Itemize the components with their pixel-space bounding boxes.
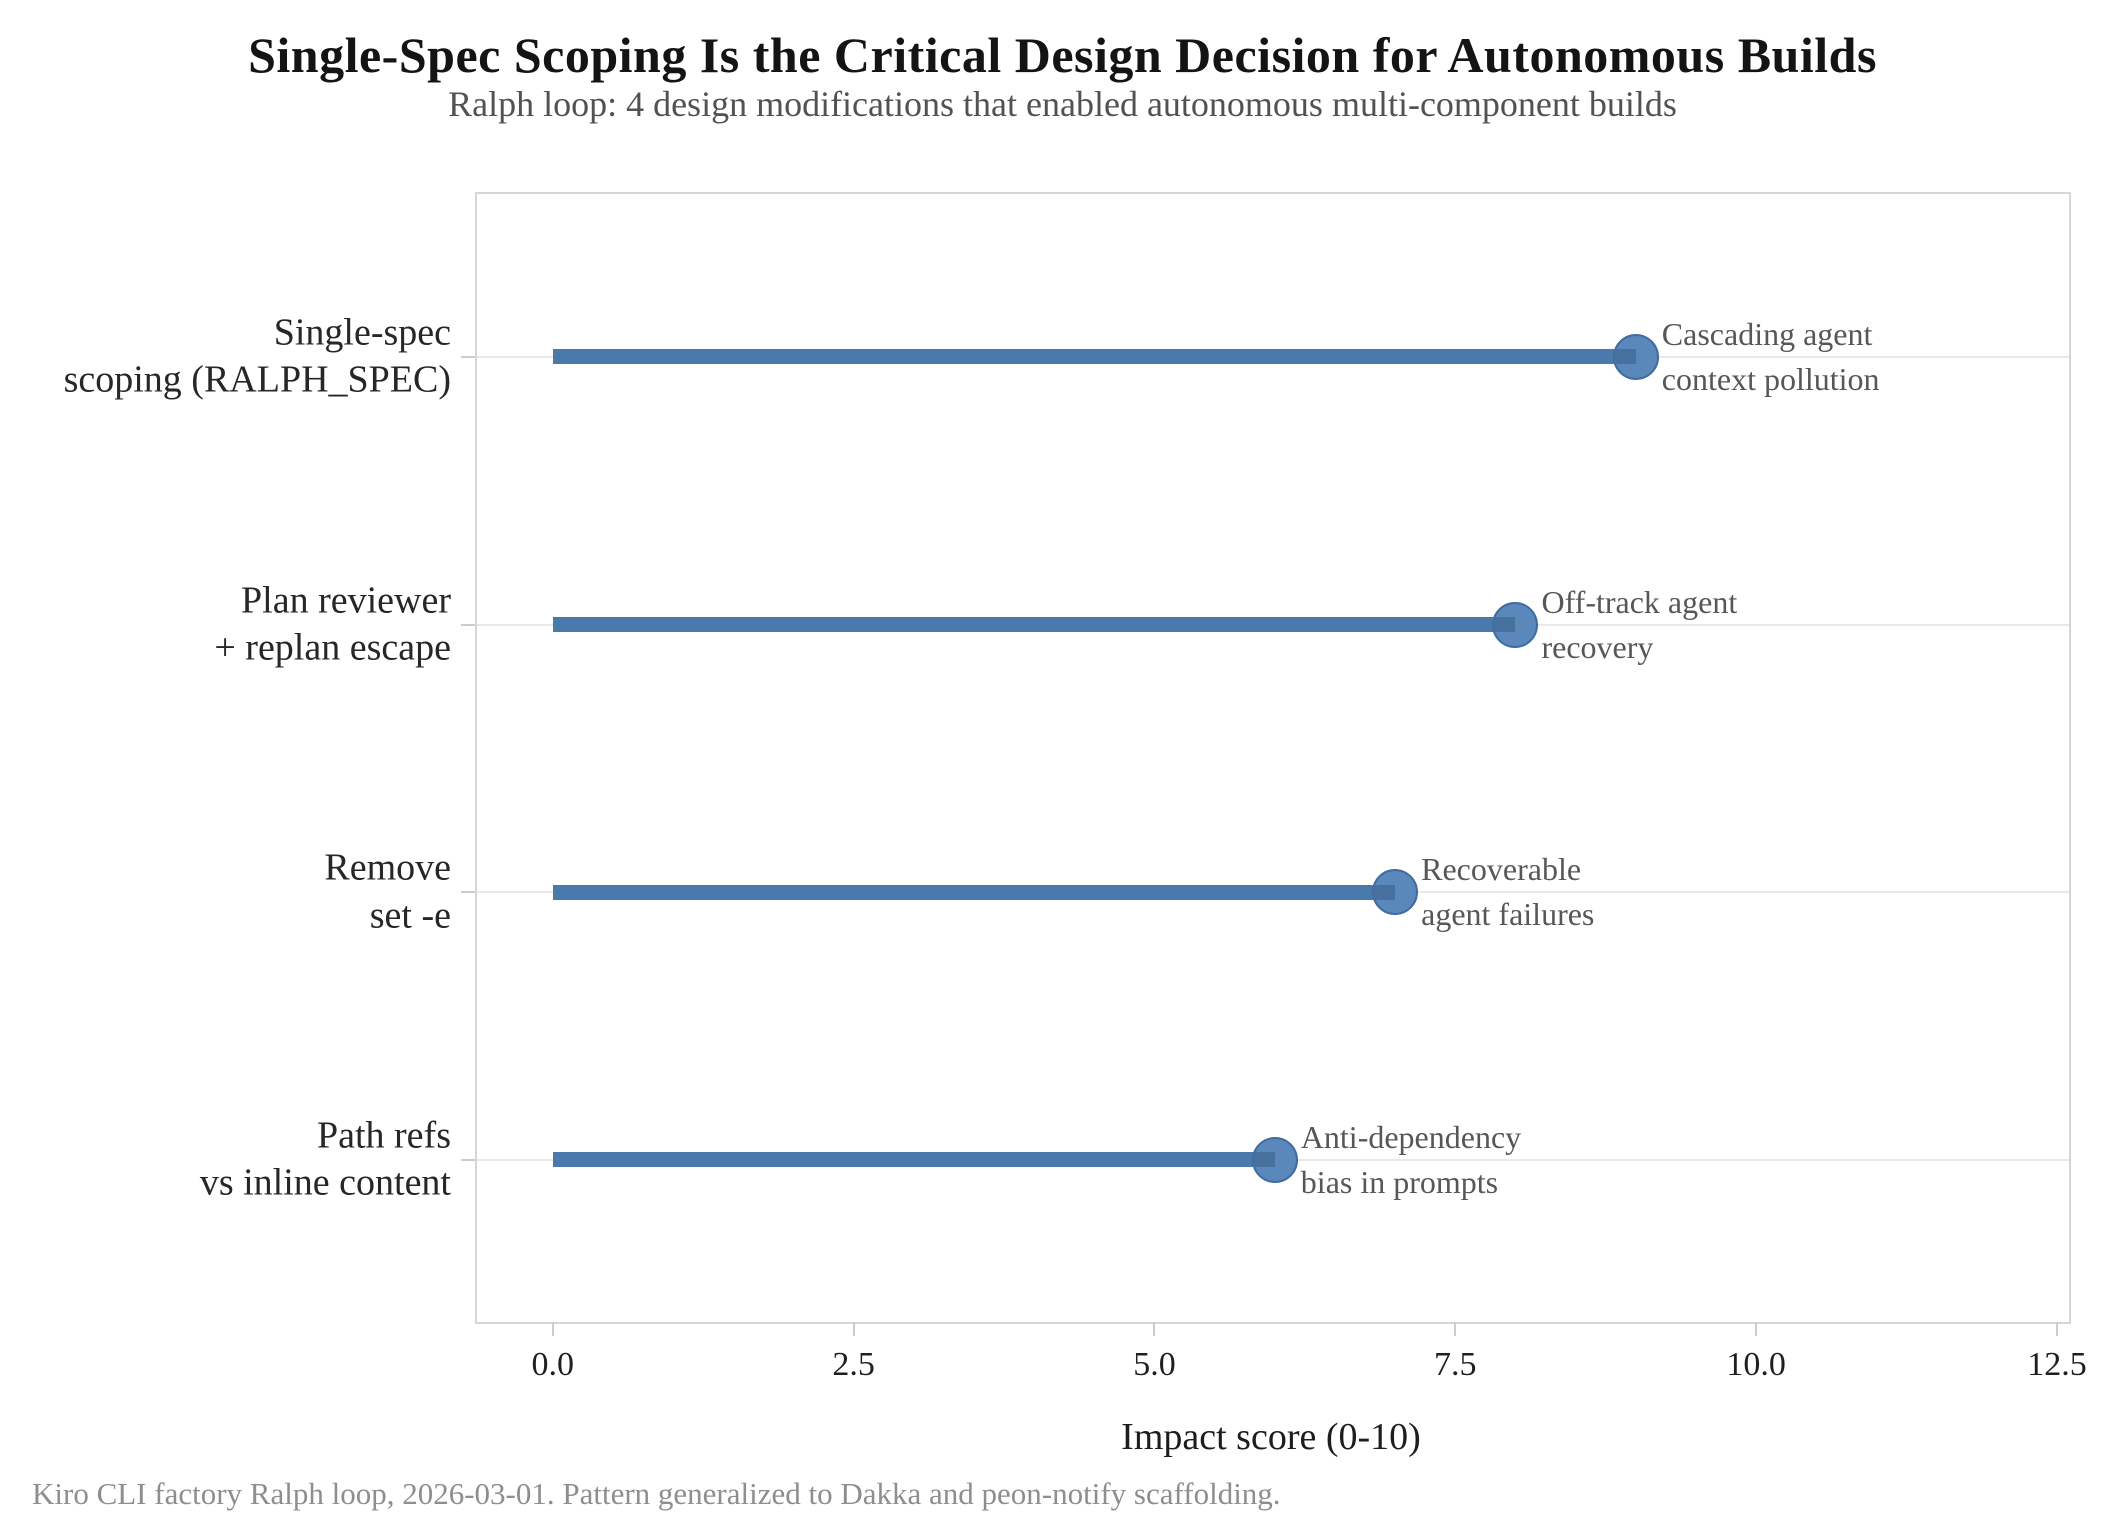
dot-annotation-line: recovery [1541, 628, 1654, 665]
x-tick-mark [551, 1322, 554, 1336]
x-tick-mark [852, 1322, 855, 1336]
lollipop-stem-overlap [1613, 349, 1636, 365]
lollipop-stem [552, 884, 1396, 900]
lollipop-stem-overlap [1252, 1152, 1275, 1168]
category-label: Plan reviewer + replan escape [214, 577, 451, 672]
chart-title: Single-Spec Scoping Is the Critical Desi… [248, 27, 1877, 83]
category-label: Remove set -e [324, 845, 451, 940]
category-label: Path refs vs inline content [200, 1112, 451, 1207]
x-tick-label: 2.5 [832, 1346, 875, 1383]
y-tick-mark [461, 623, 475, 626]
dot-annotation: Off-track agent recovery [1541, 580, 1737, 670]
dot-annotation-line: Anti-dependency [1300, 1118, 1522, 1155]
x-tick-mark [1454, 1322, 1457, 1336]
category-label-line: Remove [324, 846, 451, 889]
category-label-line: + replan escape [214, 626, 451, 669]
category-label-line: Plan reviewer [241, 579, 451, 622]
category-label-line: set -e [369, 894, 451, 937]
dot-annotation-line: Recoverable [1421, 851, 1582, 888]
x-tick-mark [1755, 1322, 1758, 1336]
lollipop-stem [552, 617, 1516, 633]
y-tick-mark [461, 355, 475, 358]
footer-note: Kiro CLI factory Ralph loop, 2026-03-01.… [32, 1476, 1281, 1511]
dot-annotation-line: Off-track agent [1541, 583, 1738, 620]
category-label-line: Single-spec [273, 311, 451, 354]
x-tick-label: 0.0 [531, 1346, 575, 1383]
dot-annotation: Cascading agent context pollution [1662, 312, 1880, 402]
dot-annotation-line: agent failures [1421, 896, 1595, 933]
lollipop-stem-overlap [1493, 617, 1516, 633]
x-tick-label: 7.5 [1434, 1346, 1477, 1383]
lollipop-stem-overlap [1373, 884, 1396, 900]
y-tick-mark [461, 891, 475, 894]
lollipop-stem [552, 1152, 1275, 1168]
x-tick-mark [1153, 1322, 1156, 1336]
x-axis-label: Impact score (0-10) [1121, 1416, 1421, 1458]
dot-annotation: Recoverable agent failures [1421, 847, 1594, 937]
dot-annotation-line: Cascading agent [1661, 316, 1873, 353]
dot-annotation-line: bias in prompts [1300, 1163, 1499, 1200]
category-label-line: scoping (RALPH_SPEC) [63, 358, 451, 401]
x-tick-label: 5.0 [1133, 1346, 1176, 1383]
category-label-line: vs inline content [199, 1161, 451, 1204]
plot-area: Single-spec scoping (RALPH_SPEC) Cascading… [64, 192, 2087, 1383]
category-label-line: Path refs [316, 1114, 451, 1157]
lollipop-stem [552, 349, 1636, 365]
x-tick-mark [2055, 1322, 2058, 1336]
dot-annotation: Anti-dependency bias in prompts [1301, 1115, 1521, 1205]
y-tick-mark [461, 1158, 475, 1161]
chart-subtitle: Ralph loop: 4 design modifications that … [448, 84, 1677, 124]
x-tick-label: 10.0 [1726, 1346, 1786, 1383]
x-tick-label: 12.5 [2027, 1346, 2087, 1383]
dot-annotation-line: context pollution [1661, 360, 1880, 397]
category-label: Single-spec scoping (RALPH_SPEC) [64, 309, 451, 404]
